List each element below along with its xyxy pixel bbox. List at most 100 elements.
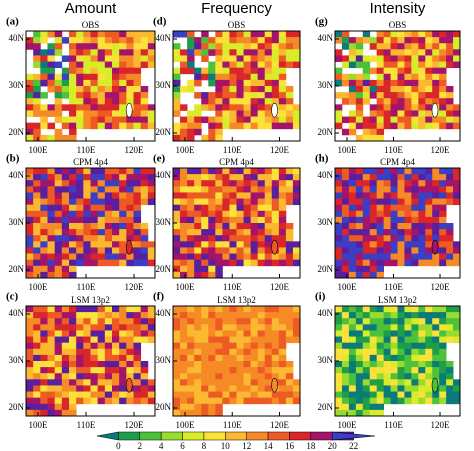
map-cell — [425, 174, 433, 181]
map-cell — [187, 373, 195, 380]
lat-tick-label: 20N — [9, 264, 25, 274]
map-cell — [229, 116, 237, 124]
map-cell — [278, 324, 287, 331]
map-cell — [133, 67, 142, 75]
map-cell — [348, 409, 357, 417]
map-cell — [236, 373, 244, 380]
map-cell — [271, 37, 280, 44]
map-cell — [47, 110, 56, 117]
map-cell — [54, 174, 63, 181]
map-cell — [348, 403, 357, 411]
map-cell — [292, 379, 301, 386]
map-cell — [278, 379, 287, 386]
map-cell — [215, 92, 223, 99]
map-cell — [222, 253, 230, 261]
map-cell — [425, 391, 433, 399]
map-cell — [187, 128, 195, 136]
map-cell — [222, 312, 230, 319]
map-cell — [104, 86, 113, 93]
map-cell — [250, 391, 259, 399]
map-cell — [201, 391, 209, 399]
map-cell — [180, 367, 188, 374]
map-cell — [119, 367, 127, 374]
map-cell — [104, 342, 113, 350]
map-cell — [112, 49, 120, 56]
map-cell — [439, 180, 447, 187]
map-cell — [47, 198, 56, 206]
map-cell — [194, 43, 202, 50]
map-cell — [362, 61, 371, 69]
map-cell — [97, 104, 106, 111]
map-cell — [222, 397, 230, 405]
island — [125, 239, 133, 255]
map-cell — [397, 312, 405, 319]
map-cell — [418, 223, 426, 230]
map-cell — [432, 324, 440, 331]
map-cell — [285, 379, 294, 386]
map-cell — [104, 253, 113, 261]
map-cell — [33, 110, 41, 117]
map-cell — [126, 92, 134, 99]
map-cell — [341, 330, 350, 337]
map-cell — [97, 116, 106, 124]
map-cell — [126, 253, 134, 261]
map-cell — [383, 49, 391, 56]
map-cell — [187, 204, 195, 212]
map-cell — [33, 379, 41, 386]
map-cell — [335, 229, 343, 236]
map-cell — [335, 37, 343, 44]
map-cell — [271, 86, 280, 93]
map-cell — [222, 229, 230, 236]
map-cell — [229, 336, 237, 344]
map-cell — [335, 104, 343, 111]
map-cell — [292, 116, 301, 124]
map-cell — [278, 241, 287, 248]
map-cell — [264, 210, 273, 218]
map-cell — [425, 180, 433, 187]
map-cell — [348, 229, 357, 236]
map-cell — [236, 210, 244, 218]
map-cell — [271, 216, 280, 224]
map-cell — [69, 43, 77, 50]
map-cell — [40, 265, 48, 273]
map-cell — [76, 122, 84, 130]
map-cell — [390, 98, 398, 105]
map-cell — [243, 168, 252, 175]
map-cell — [335, 385, 343, 392]
map-cell — [173, 397, 181, 405]
map-cell — [69, 379, 77, 386]
map-cell — [411, 306, 419, 313]
map-cell — [439, 312, 447, 319]
map-cell — [348, 336, 357, 344]
map-cell — [140, 306, 149, 313]
map-cell — [104, 259, 113, 267]
map-cell — [229, 204, 237, 212]
map-cell — [397, 324, 405, 331]
map-cell — [271, 354, 280, 362]
map-cell — [439, 92, 447, 99]
map-cell — [147, 324, 156, 331]
map-cell — [236, 43, 244, 50]
map-cell — [397, 49, 405, 56]
map-cell — [341, 180, 350, 187]
map-cell — [348, 210, 357, 218]
map-cell — [271, 342, 280, 350]
map-cell — [90, 116, 99, 124]
map-cell — [250, 186, 259, 193]
map-cell — [180, 55, 188, 62]
map-cell — [201, 330, 209, 337]
map-cell — [112, 397, 120, 405]
map-cell — [215, 73, 223, 81]
map-cell — [40, 61, 48, 69]
map-cell — [285, 61, 294, 69]
map-cell — [119, 306, 127, 313]
map-cell — [61, 253, 70, 261]
map-cell — [397, 354, 405, 362]
map-cell — [76, 235, 84, 242]
map-cell — [348, 318, 357, 325]
map-cell — [229, 67, 237, 75]
map-cell — [390, 104, 398, 111]
map-cell — [341, 373, 350, 380]
map-cell — [439, 210, 447, 218]
map-cell — [104, 55, 113, 62]
